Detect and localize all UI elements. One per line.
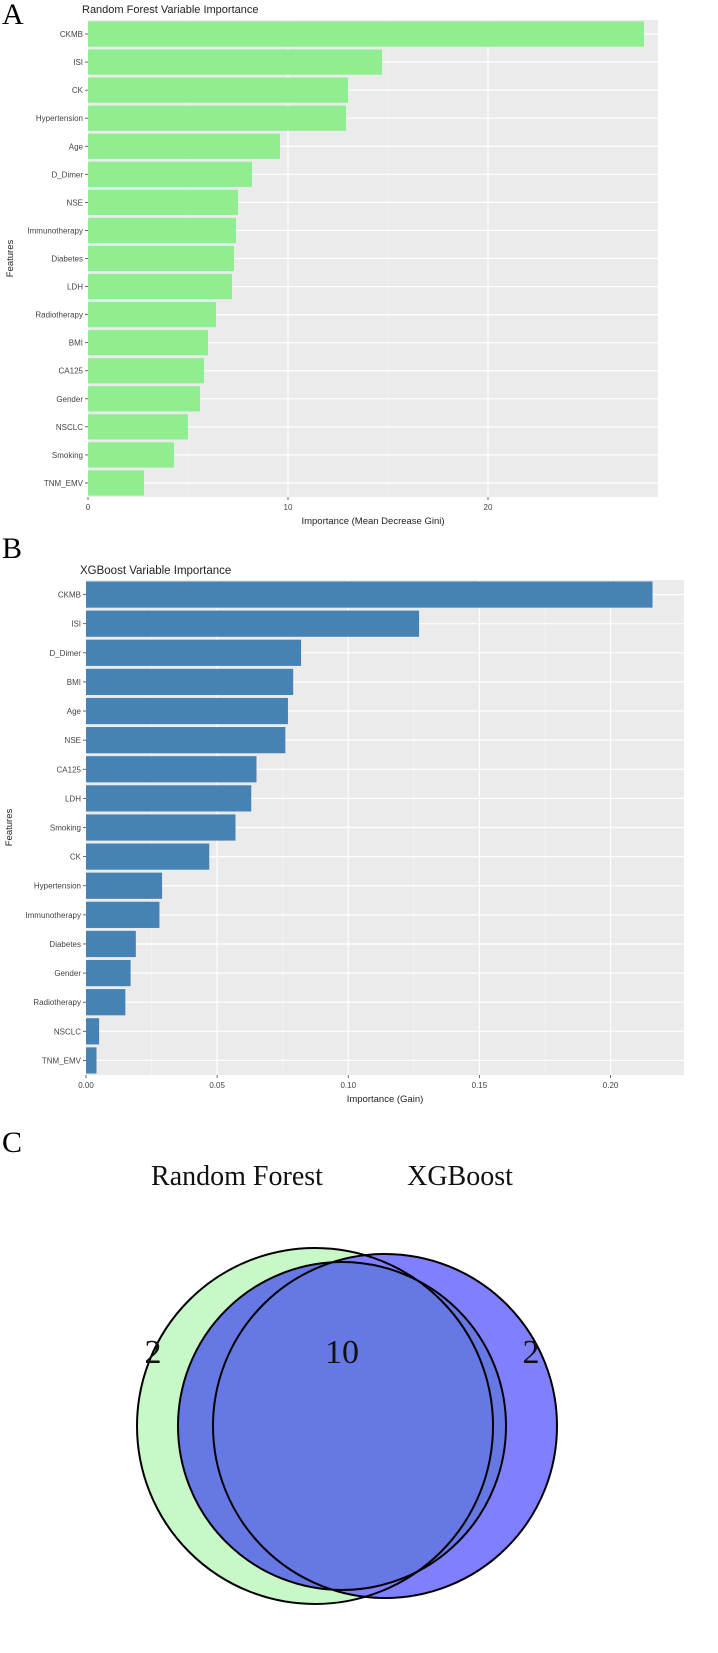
y-axis-title: Features [4, 809, 15, 847]
bar-ckmb [88, 21, 644, 47]
bar-ldh [88, 273, 232, 300]
y-tick-label-d-dimer: D_Dimer [51, 170, 83, 179]
y-tick-label-hypertension: Hypertension [34, 882, 81, 891]
y-tick-label-ldh: LDH [65, 794, 81, 803]
y-tick-label-ck: CK [70, 853, 82, 862]
venn-overlap-region [178, 1262, 506, 1590]
y-tick-label-nsclc: NSCLC [54, 1027, 81, 1036]
bar-ca125 [86, 756, 257, 783]
xgboost-importance-chart: XGBoost Variable Importance 0.00 0.05 0.10 0… [4, 565, 684, 1105]
venn-outline-overlap [177, 1261, 507, 1591]
bar-bmi [86, 668, 294, 696]
bar-ck [86, 843, 210, 870]
y-tick-label-nse: NSE [65, 736, 81, 745]
bar-ckmb [86, 581, 653, 608]
panel-label-b: B [2, 532, 23, 565]
bar-tnm-emv [88, 470, 144, 496]
bar-nsclc [86, 1018, 100, 1045]
y-tick-label-nse: NSE [67, 198, 83, 207]
x-tick-label: 0.10 [340, 1081, 356, 1090]
x-tick-label: 0.00 [78, 1081, 94, 1090]
bar-gender [86, 959, 131, 987]
bar-immunotherapy [86, 901, 160, 928]
bar-ck [88, 77, 348, 103]
bar-radiotherapy [86, 989, 126, 1016]
x-tick-label: 0.15 [472, 1081, 488, 1090]
y-tick-label-smoking: Smoking [50, 824, 81, 833]
y-tick-label-d-dimer: D_Dimer [49, 649, 81, 658]
venn-count-overlap: 10 [325, 1334, 359, 1371]
y-tick-label-tnm-emv: TNM_EMV [42, 1056, 82, 1065]
y-tick-label-nsclc: NSCLC [56, 423, 83, 432]
y-tick-label-radiotherapy: Radiotherapy [33, 998, 81, 1007]
venn-outline-xgboost [212, 1253, 558, 1599]
y-tick-label-smoking: Smoking [52, 451, 83, 460]
x-tick-label: 0 [86, 503, 91, 512]
bar-bmi [88, 330, 208, 356]
venn-count-xgboost-only: 2 [523, 1334, 540, 1371]
bar-isi [88, 49, 382, 75]
bar-age [86, 697, 288, 725]
x-tick-label: 20 [484, 503, 493, 512]
panel-label-c: C [2, 1126, 23, 1159]
venn-count-random-forest-only: 2 [145, 1334, 162, 1371]
y-tick-label-gender: Gender [54, 969, 81, 978]
y-tick-label-gender: Gender [56, 395, 83, 404]
bar-ca125 [88, 358, 204, 384]
y-tick-label-ldh: LDH [67, 283, 83, 292]
bar-nse [86, 727, 286, 754]
y-tick-label-diabetes: Diabetes [51, 255, 83, 264]
y-tick-label-age: Age [69, 142, 84, 151]
y-tick-label-ca125: CA125 [57, 765, 82, 774]
bar-tnm-emv [86, 1047, 97, 1074]
x-tick-label: 10 [284, 503, 293, 512]
bar-nse [88, 189, 238, 216]
bar-gender [88, 386, 200, 412]
y-tick-label-isi: ISI [73, 58, 83, 67]
y-tick-label-isi: ISI [71, 620, 81, 629]
venn-diagram: Random Forest XGBoost 2 10 2 [136, 1161, 558, 1605]
y-tick-label-age: Age [67, 707, 82, 716]
bar-hypertension [88, 105, 346, 131]
y-tick-label-immunotherapy: Immunotherapy [25, 911, 81, 920]
y-axis-title: Features [5, 240, 16, 278]
bar-d-dimer [86, 639, 302, 666]
x-axis-title: Importance (Gain) [347, 1094, 424, 1105]
y-tick-label-ckmb: CKMB [60, 30, 83, 39]
x-tick-label: 0.20 [603, 1081, 619, 1090]
bar-radiotherapy [88, 301, 216, 328]
y-tick-label-radiotherapy: Radiotherapy [35, 311, 83, 320]
bar-diabetes [88, 245, 234, 272]
bar-diabetes [86, 930, 136, 958]
bar-immunotherapy [88, 217, 236, 244]
x-tick-label: 0.05 [209, 1081, 225, 1090]
random-forest-importance-chart: Random Forest Variable Importance 0 10 20 CK… [5, 4, 658, 527]
bar-age [88, 133, 280, 159]
bar-isi [86, 610, 420, 637]
y-tick-label-ca125: CA125 [59, 367, 84, 376]
bar-nsclc [88, 414, 188, 440]
y-tick-label-ck: CK [72, 86, 84, 95]
bar-ldh [86, 785, 252, 812]
bar-d-dimer [88, 161, 252, 187]
venn-outline-random-forest [136, 1247, 494, 1605]
y-tick-label-bmi: BMI [69, 339, 83, 348]
y-tick-label-hypertension: Hypertension [36, 114, 83, 123]
y-tick-label-immunotherapy: Immunotherapy [27, 226, 83, 235]
panel-label-a: A [2, 0, 24, 31]
y-tick-label-diabetes: Diabetes [49, 940, 81, 949]
x-axis-title: Importance (Mean Decrease Gini) [301, 516, 444, 527]
chart-title: Random Forest Variable Importance [82, 4, 259, 16]
bar-hypertension [86, 872, 163, 899]
bar-smoking [88, 442, 174, 468]
chart-title: XGBoost Variable Importance [80, 565, 231, 577]
y-tick-label-ckmb: CKMB [58, 591, 81, 600]
y-tick-label-bmi: BMI [67, 678, 81, 687]
y-tick-label-tnm-emv: TNM_EMV [44, 479, 84, 488]
bar-smoking [86, 814, 236, 841]
venn-set-label-random-forest: Random Forest [151, 1161, 323, 1192]
venn-set-label-xgboost: XGBoost [407, 1161, 513, 1192]
